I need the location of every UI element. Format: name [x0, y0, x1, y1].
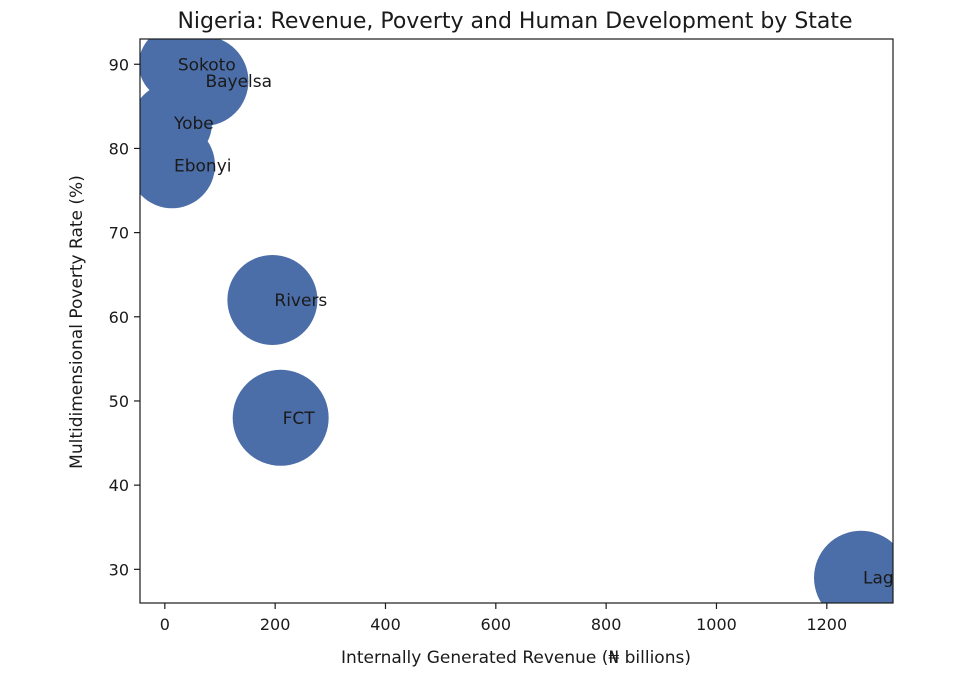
bubble-ebonyi	[140, 122, 215, 209]
y-axis: 30 40 50 60 70 80 90	[109, 55, 140, 579]
bubble-fct	[232, 369, 329, 466]
y-tick-label: 90	[109, 55, 129, 74]
x-axis-label: Internally Generated Revenue (₦ billions…	[341, 648, 691, 668]
x-tick-label: 1200	[806, 615, 847, 634]
x-tick-label: 200	[260, 615, 291, 634]
point-label-yobe: Yobe	[173, 114, 214, 134]
y-tick-label: 80	[109, 139, 129, 158]
x-tick-label: 0	[160, 615, 170, 634]
point-label-fct: FCT	[283, 409, 316, 429]
y-tick-label: 60	[109, 308, 129, 327]
x-axis: 0 200 400 600 800 1000 1200	[160, 603, 847, 634]
y-tick-label: 50	[109, 392, 129, 411]
bubble-rivers	[227, 254, 318, 345]
y-tick-label: 30	[109, 560, 129, 579]
x-tick-label: 1000	[696, 615, 737, 634]
x-tick-label: 600	[481, 615, 512, 634]
point-label-bayelsa: Bayelsa	[205, 72, 272, 92]
point-label-rivers: Rivers	[274, 291, 327, 311]
point-label-sokoto: Sokoto	[178, 55, 236, 75]
point-label-lagos: Lagos	[863, 569, 913, 589]
x-tick-label: 400	[370, 615, 401, 634]
x-tick-label: 800	[591, 615, 622, 634]
y-tick-label: 70	[109, 224, 129, 243]
chart-title: Nigeria: Revenue, Poverty and Human Deve…	[177, 9, 852, 34]
point-label-ebonyi: Ebonyi	[174, 156, 232, 176]
plot-frame	[139, 38, 894, 604]
y-tick-label: 40	[109, 476, 129, 495]
y-axis-label: Multidimensional Poverty Rate (%)	[67, 175, 87, 469]
bubble-lagos	[814, 530, 893, 603]
